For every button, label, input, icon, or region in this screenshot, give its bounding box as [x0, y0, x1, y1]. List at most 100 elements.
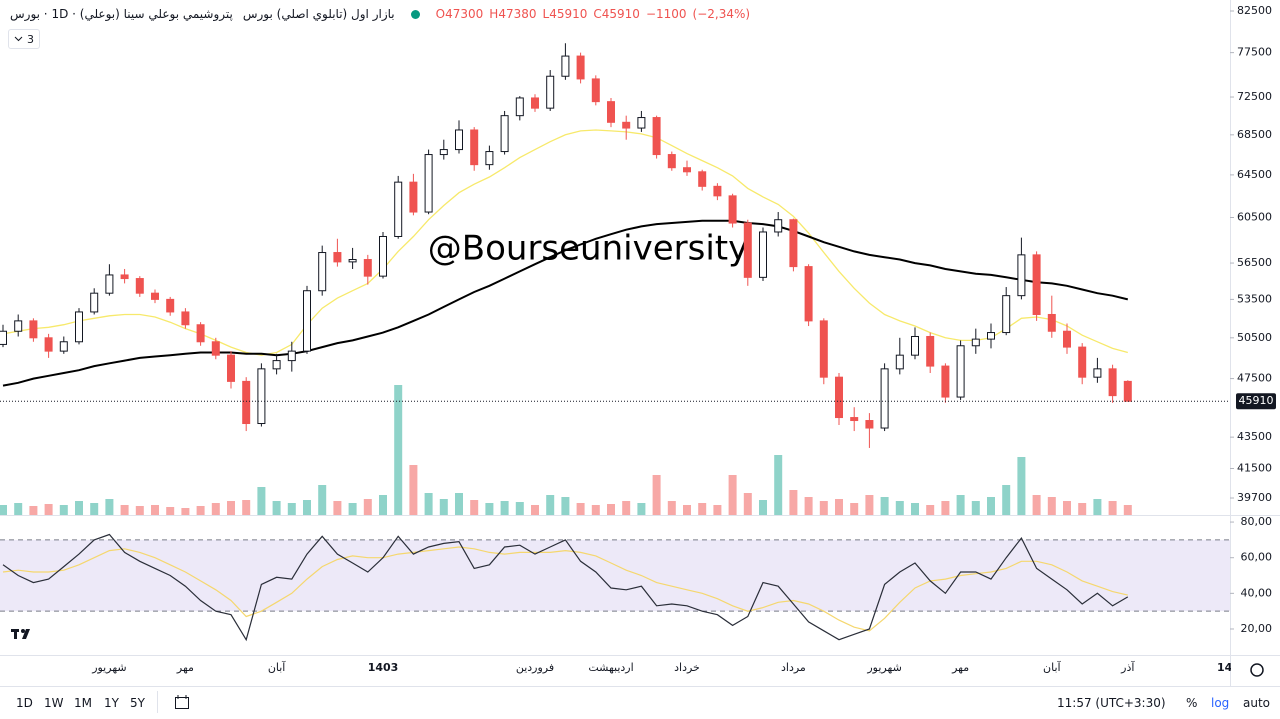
volume-bar [379, 495, 387, 515]
volume-bar [151, 505, 159, 515]
volume-bar [713, 505, 722, 515]
candle-body [75, 311, 83, 343]
range-button[interactable]: 1D [16, 696, 33, 710]
status-dot [410, 9, 420, 19]
volume-bar [895, 501, 904, 515]
candle-body [971, 338, 980, 347]
volume-bar [303, 500, 311, 515]
volume-bar [120, 505, 129, 515]
rsi-bands [0, 539, 1230, 612]
volume-bar [956, 495, 965, 515]
candle-body [1032, 254, 1041, 315]
candle-body [728, 195, 737, 224]
x-tick-label: فروردین [516, 661, 554, 674]
x-tick-label: خرداد [674, 661, 700, 674]
candle-body [683, 167, 691, 173]
candle-body [409, 181, 418, 213]
candle-body [835, 376, 843, 419]
rsi-y-tick-label: 40,00 [1241, 586, 1273, 599]
volume-bar [652, 475, 661, 515]
range-button[interactable]: 5Y [130, 696, 145, 710]
candle-body [135, 278, 144, 294]
candle-body [105, 274, 114, 294]
candle-body [287, 350, 296, 362]
y-tick-label: 47500 [1237, 372, 1272, 385]
candle-body [485, 151, 494, 166]
volume-bar [90, 503, 99, 515]
y-tick-label: 82500 [1237, 4, 1272, 17]
candle-body [926, 335, 935, 367]
y-tick-label: 72500 [1237, 90, 1272, 103]
candle-body [515, 97, 524, 117]
candle-body [363, 259, 372, 277]
ohlc-value: 45910 [601, 7, 640, 21]
candle-body [561, 55, 570, 77]
candle-body [166, 298, 175, 313]
auto-toggle[interactable]: auto [1243, 696, 1271, 710]
volume-bar [622, 501, 631, 515]
volume-bar [971, 501, 980, 515]
rsi-ma-line [2, 546, 1128, 632]
last-price-label: 45910 [1239, 394, 1274, 407]
candle-body [531, 97, 539, 109]
volume-bar [987, 497, 995, 515]
settings-icon[interactable] [1250, 663, 1264, 677]
candle-body [303, 290, 311, 352]
x-tick-label: مرداد [781, 661, 806, 674]
volume-bar [1047, 497, 1056, 515]
y-tick-label: 64500 [1237, 168, 1272, 181]
volume-bar [728, 475, 737, 515]
y-tick-label: 43500 [1237, 430, 1272, 443]
rsi-y-tick-label: 20,00 [1241, 622, 1273, 635]
volume-bar [546, 495, 555, 515]
range-button[interactable]: 1Y [104, 696, 119, 710]
candle-body [439, 149, 448, 156]
candle-body [941, 365, 950, 398]
y-tick-label: 39700 [1237, 491, 1272, 504]
indicators-toggle[interactable]: 3 [8, 29, 40, 49]
change-pct: (−2,34%) [692, 7, 751, 21]
y-tick-label: 50500 [1237, 331, 1272, 344]
volume-bar [181, 508, 190, 515]
y-tick-label: 77500 [1237, 46, 1272, 59]
volume-bar [850, 503, 859, 515]
clock: 11:57 (UTC+3:30) [1057, 696, 1166, 710]
candle-body [59, 341, 68, 352]
candle-body [622, 121, 631, 129]
candle-body [743, 222, 752, 278]
volume-bar [607, 504, 615, 515]
percent-toggle[interactable]: % [1186, 696, 1198, 710]
candle-body [0, 330, 7, 345]
volume-bar [166, 507, 175, 515]
range-button[interactable]: 1W [44, 696, 64, 710]
ohlc-value: 47380 [498, 7, 537, 21]
candle-body [90, 292, 99, 313]
candle-body [348, 259, 357, 263]
indicator-count: 3 [27, 32, 34, 46]
candle-body [576, 55, 585, 80]
ohlc-label: L [542, 7, 550, 21]
volume-bar [424, 493, 433, 515]
log-toggle[interactable]: log [1211, 696, 1230, 710]
candle-body [379, 235, 387, 277]
last-price-box [1236, 393, 1276, 410]
low: L45910 [543, 7, 588, 21]
candle-body [14, 320, 23, 332]
candle-body [394, 181, 403, 237]
x-tick-label: آبان [1043, 660, 1061, 674]
candle-body [1093, 368, 1102, 378]
candle-body [257, 368, 266, 425]
y-tick-label: 41500 [1237, 461, 1272, 474]
x-tick-label: آذر [1120, 660, 1135, 674]
legend-header: پتروشيمي بوعلي سينا (بوعلي) · 1D · بورس … [10, 7, 750, 21]
candle-body [272, 360, 281, 370]
candle-body [698, 171, 707, 187]
ohlc-value: 45910 [549, 7, 588, 21]
candle-body [196, 324, 205, 343]
range-button[interactable]: 1M [74, 696, 92, 710]
volume-bar [0, 505, 7, 515]
candle-body [424, 154, 433, 213]
x-tick-label: مهر [176, 661, 194, 674]
goto-date-icon[interactable] [174, 695, 190, 711]
high: H47380 [489, 7, 536, 21]
